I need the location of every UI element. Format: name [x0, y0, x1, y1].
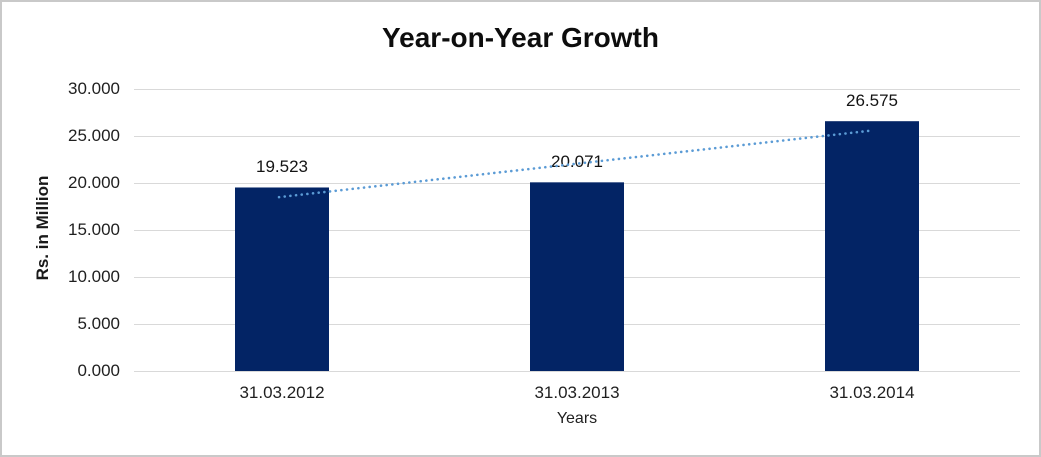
- x-tick-label: 31.03.2013: [534, 383, 620, 402]
- chart-title: Year-on-Year Growth: [382, 22, 659, 53]
- y-tick-label: 5.000: [77, 314, 120, 333]
- x-tick-label: 31.03.2014: [829, 383, 915, 402]
- x-axis-title: Years: [556, 410, 598, 427]
- bar-data-label: 19.523: [256, 157, 308, 177]
- bar: [235, 187, 329, 371]
- bar: [825, 121, 919, 371]
- y-tick-label: 25.000: [68, 126, 120, 145]
- x-tick-label: 31.03.2012: [239, 383, 325, 402]
- bar-data-label: 20.071: [551, 152, 603, 172]
- y-tick-label: 30.000: [68, 79, 120, 98]
- bar: [530, 182, 624, 371]
- y-tick-label: 0.000: [77, 361, 120, 380]
- trendline: [277, 129, 872, 199]
- y-tick-label: 20.000: [68, 173, 120, 192]
- bar-data-label: 26.575: [846, 91, 898, 111]
- y-tick-label: 10.000: [68, 267, 120, 286]
- y-tick-label: 15.000: [68, 220, 120, 239]
